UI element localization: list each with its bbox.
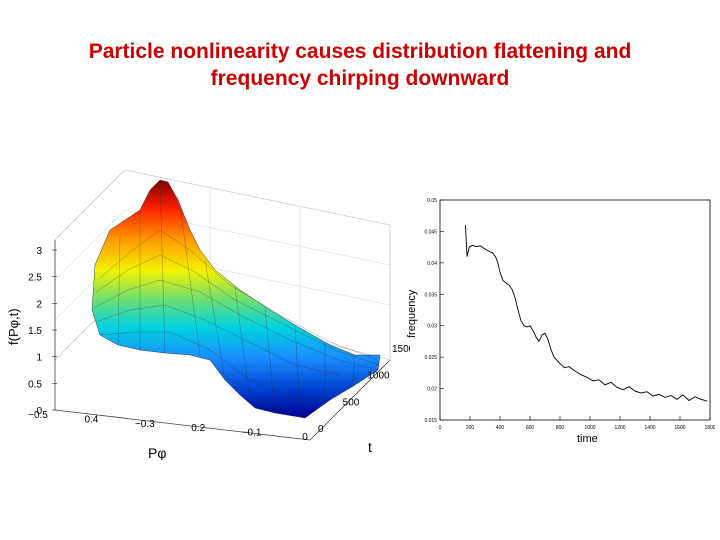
frequency-y-tick-label: 0.02 (427, 387, 437, 393)
surface-p-tick-label: 0.4 (84, 414, 98, 425)
surface-t-tick-label: 0 (318, 424, 324, 435)
frequency-y-tick-label: 0.04 (427, 261, 437, 267)
frequency-x-tick-label: 1400 (644, 425, 655, 431)
surface-t-tick-label: 500 (343, 397, 360, 408)
frequency-x-tick-label: 1200 (614, 425, 625, 431)
surface-z-tick-label: 2 (36, 299, 42, 310)
surface-plot: 0 0.5 1 1.5 2 2.5 3 −0.5 0.4 −0.3 0.2 −0.1 0 0 500 10… (6, 169, 410, 460)
frequency-x-tick-label: 400 (496, 425, 505, 431)
surface-z-tick-label: 0 (36, 406, 42, 417)
surface-p-tick-label: 0 (302, 432, 308, 443)
surface-z-tick-label: 1 (36, 353, 42, 364)
frequency-plot-area (439, 199, 711, 421)
frequency-x-tick-label: 600 (526, 425, 535, 431)
surface-mesh (91, 179, 381, 419)
frequency-x-label: time (577, 433, 598, 445)
slide-title: Particle nonlinearity causes distributio… (0, 38, 720, 92)
surface-z-tick-label: 2.5 (28, 273, 42, 284)
surface-body (91, 179, 381, 419)
frequency-x-ticks: 0 200 400 600 800 1000 1200 1400 1600 1800 (439, 416, 715, 431)
frequency-x-tick-label: 800 (556, 425, 565, 431)
frequency-y-tick-label: 0.05 (427, 198, 437, 204)
surface-t-ticks: 0 500 1000 1500 (318, 344, 410, 435)
surface-z-tick-label: 0.5 (28, 379, 42, 390)
surface-t-tick-label: 1500 (392, 344, 410, 355)
surface-p-tick-label: −0.5 (28, 410, 48, 421)
frequency-y-tick-label: 0.015 (424, 418, 437, 424)
frequency-x-tick-label: 0 (439, 425, 442, 431)
frequency-y-label: frequency (406, 289, 418, 338)
frequency-x-tick-label: 1000 (584, 425, 595, 431)
surface-floor-edge (54, 409, 311, 441)
frequency-y-tick-label: 0.03 (427, 324, 437, 330)
surface-z-tick-label: 1.5 (28, 326, 42, 337)
surface-mesh-lines (93, 179, 380, 416)
frequency-x-tick-label: 1600 (674, 425, 685, 431)
frequency-chart: 0.015 0.02 0.025 0.03 0.035 0.04 0.045 0.05 0 20… (406, 198, 715, 445)
frequency-x-tick-label: 200 (466, 425, 475, 431)
frequency-x-tick-label: 1800 (704, 425, 715, 431)
surface-x-label: Pφ (148, 445, 166, 460)
surface-p-tick-label: −0.3 (135, 419, 155, 430)
surface-p-ticks: −0.5 0.4 −0.3 0.2 −0.1 0 (28, 410, 308, 443)
surface-z-tick-label: 3 (36, 246, 42, 257)
slide-title-line-1: Particle nonlinearity causes distributio… (88, 40, 632, 63)
surface-z-label: f(Pφ,t) (6, 308, 21, 345)
surface-z-ticks: 0 0.5 1 1.5 2 2.5 3 (28, 246, 57, 417)
surface-y-label: t (368, 439, 372, 455)
frequency-series-line (465, 225, 708, 402)
frequency-y-tick-label: 0.045 (424, 229, 437, 235)
surface-p-tick-label: −0.1 (242, 428, 262, 439)
slide-title-line-2: frequency chirping downward (210, 67, 510, 90)
surface-grid-line (54, 209, 126, 281)
frequency-y-tick-label: 0.035 (424, 292, 437, 298)
surface-floor-edge (309, 359, 391, 441)
surface-p-tick-label: 0.2 (191, 423, 205, 434)
surface-t-tick-label: 1000 (367, 371, 390, 382)
frequency-y-ticks: 0.015 0.02 0.025 0.03 0.035 0.04 0.045 0.05 (424, 198, 444, 424)
frequency-y-tick-label: 0.025 (424, 355, 437, 361)
